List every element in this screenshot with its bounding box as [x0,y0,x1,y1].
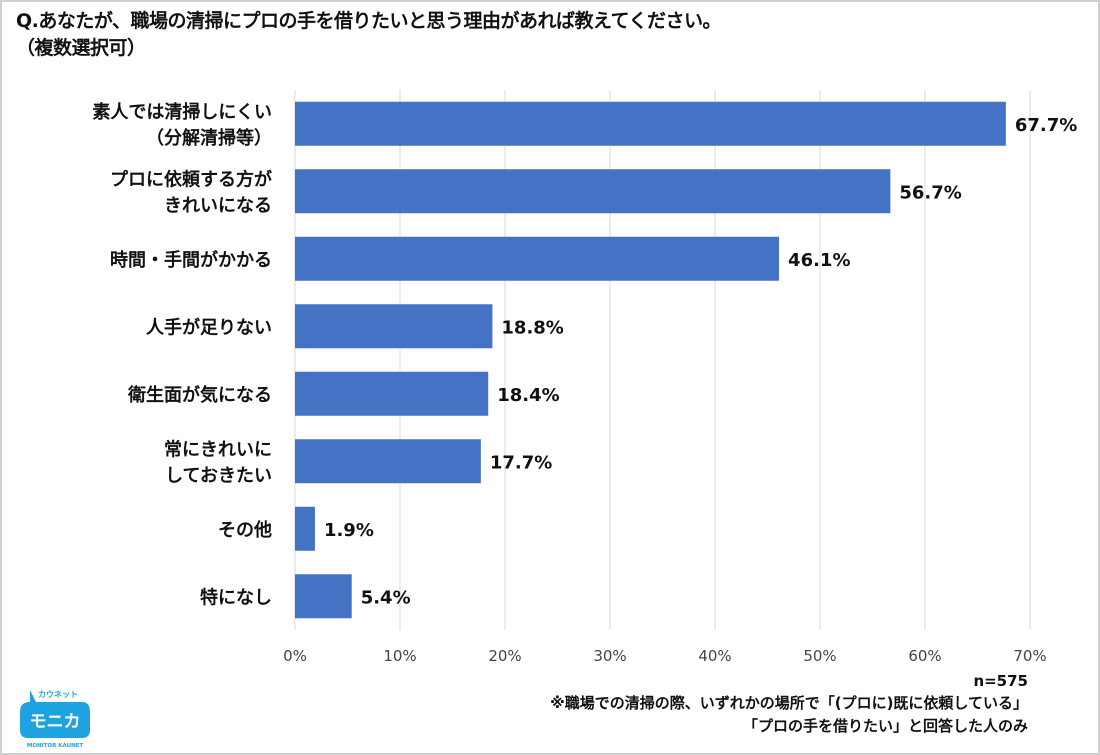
data-label: 46.1% [788,250,850,271]
x-tick-label: 20% [488,647,521,665]
data-label: 1.9% [324,520,374,541]
category-label: プロに依頼する方が [110,168,272,190]
bar [295,506,315,551]
logo-top-text: カウネット [38,689,78,699]
bar [295,371,489,416]
logo-bottom-text: MONITOR KAUNET [27,743,84,749]
data-label: 56.7% [899,182,961,203]
data-label: 17.7% [490,452,552,473]
bar [295,439,481,484]
question-text: Q.あなたが、職場の清掃にプロの手を借りたいと思う理由があれば教えてください。 [16,10,721,32]
monika-logo: カウネット モニカ MONITOR KAUNET [20,689,90,749]
logo-main-text: モニカ [30,712,81,732]
x-tick-label: 60% [908,647,941,665]
category-label: 人手が足りない [146,316,272,338]
category-label: その他 [218,519,272,541]
data-label: 67.7% [1015,115,1077,136]
sample-size: n=575 [973,672,1028,690]
bar [295,101,1006,146]
x-tick-label: 70% [1013,647,1046,665]
x-tick-label: 30% [593,647,626,665]
category-label: 時間・手間がかかる [110,249,272,271]
chart-title: Q.あなたが、職場の清掃にプロの手を借りたいと思う理由があれば教えてください。 … [16,8,721,62]
x-tick-label: 50% [803,647,836,665]
data-label: 5.4% [361,587,411,608]
category-label: 素人では清掃しにくい [92,101,272,123]
x-tick-label: 10% [383,647,416,665]
data-label: 18.8% [501,317,563,338]
bar [295,169,891,214]
bar [295,304,493,349]
question-note: （複数選択可） [16,37,146,59]
category-label: （分解清掃等） [146,127,272,149]
x-tick-label: 0% [283,647,307,665]
category-label: 衛生面が気になる [127,384,272,406]
bar [295,574,352,619]
bar [295,236,780,281]
category-label: 常にきれいに [164,438,272,460]
footnote-line-2: 「プロの手を借りたい」と回答した人のみ [742,717,1028,735]
category-label: きれいになる [164,195,272,216]
footnote-line-1: ※職場での清掃の際、いずれかの場所で「(プロに)既に依頼している」 [550,694,1028,712]
data-label: 18.4% [497,385,559,406]
category-label: しておきたい [165,465,272,486]
category-label: 特になし [200,586,272,608]
x-tick-label: 40% [698,647,731,665]
